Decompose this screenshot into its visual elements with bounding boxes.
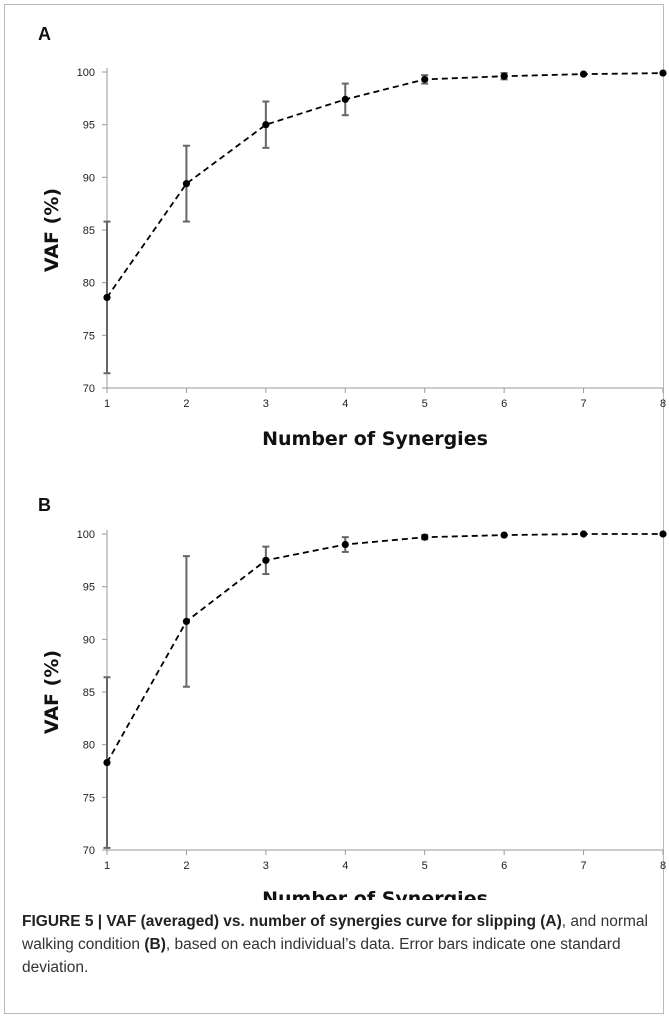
data-point <box>341 95 349 103</box>
x-tick-label: 3 <box>263 860 269 872</box>
data-point <box>341 540 349 549</box>
data-point <box>262 121 270 129</box>
data-point <box>262 556 270 564</box>
series-line <box>106 533 663 764</box>
data-point <box>421 75 429 83</box>
data-point <box>421 533 429 541</box>
x-tick-label: 8 <box>660 398 666 410</box>
data-point <box>182 617 191 626</box>
caption-text-2: , based on each individual’s data. Error… <box>22 936 621 976</box>
x-tick-label: 4 <box>342 860 348 872</box>
y-tick-label: 90 <box>83 172 95 184</box>
y-axis-title: VAF (%) <box>41 188 63 272</box>
x-axis-title: Number of Synergies <box>262 428 488 450</box>
data-point <box>182 180 191 188</box>
x-tick-label: 6 <box>501 860 507 872</box>
y-tick-label: 90 <box>83 634 95 646</box>
y-tick-label: 75 <box>83 330 95 342</box>
x-tick-label: 7 <box>581 398 587 410</box>
data-point <box>659 69 667 77</box>
y-tick-label: 80 <box>83 740 95 752</box>
y-tick-label: 95 <box>83 582 95 594</box>
y-tick-label: 95 <box>83 120 95 132</box>
caption-label: FIGURE 5 | VAF (averaged) vs. number of … <box>22 913 536 930</box>
caption-text-1: , and normal walking condition <box>22 913 648 953</box>
series-line <box>106 72 664 298</box>
figure-caption: FIGURE 5 | VAF (averaged) vs. number of … <box>22 910 652 979</box>
data-point <box>103 758 111 767</box>
data-point <box>579 530 588 538</box>
x-tick-label: 6 <box>501 398 507 410</box>
x-tick-label: 1 <box>104 860 110 872</box>
y-tick-label: 100 <box>77 529 95 541</box>
y-tick-label: 100 <box>77 67 95 79</box>
data-point <box>103 293 111 302</box>
y-tick-label: 70 <box>83 845 95 857</box>
caption-panel-b-ref: (B) <box>144 936 166 953</box>
x-tick-label: 2 <box>183 860 189 872</box>
x-axis-title: Number of Synergies <box>262 888 488 900</box>
y-tick-label: 75 <box>83 792 95 804</box>
y-tick-label: 85 <box>83 225 95 237</box>
data-point <box>500 531 508 539</box>
x-tick-label: 5 <box>422 398 428 410</box>
chart-panel-b: B 70 75 80 85 90 95 100 1 2 3 4 5 6 7 8 Number of Synerg… <box>38 495 667 900</box>
data-point <box>579 70 588 78</box>
x-tick-label: 2 <box>183 398 189 410</box>
x-tick-label: 1 <box>104 398 110 410</box>
panel-letter: A <box>38 24 51 44</box>
x-tick-label: 7 <box>581 860 587 872</box>
y-tick-label: 85 <box>83 687 95 699</box>
y-tick-label: 80 <box>83 278 95 290</box>
caption-panel-a-ref: (A) <box>540 913 562 930</box>
y-axis-title: VAF (%) <box>41 650 63 734</box>
y-tick-label: 70 <box>83 383 95 395</box>
figure-frame <box>4 4 664 1014</box>
data-point <box>659 530 667 538</box>
chart-panel-a: A 70 75 80 85 90 95 100 1 2 3 4 5 6 7 8 Number of Synerg… <box>38 24 667 450</box>
panel-letter: B <box>38 495 51 515</box>
data-point <box>500 72 508 80</box>
x-tick-label: 5 <box>422 860 428 872</box>
x-tick-label: 3 <box>263 398 269 410</box>
x-tick-label: 4 <box>342 398 348 410</box>
x-tick-label: 8 <box>660 860 666 872</box>
